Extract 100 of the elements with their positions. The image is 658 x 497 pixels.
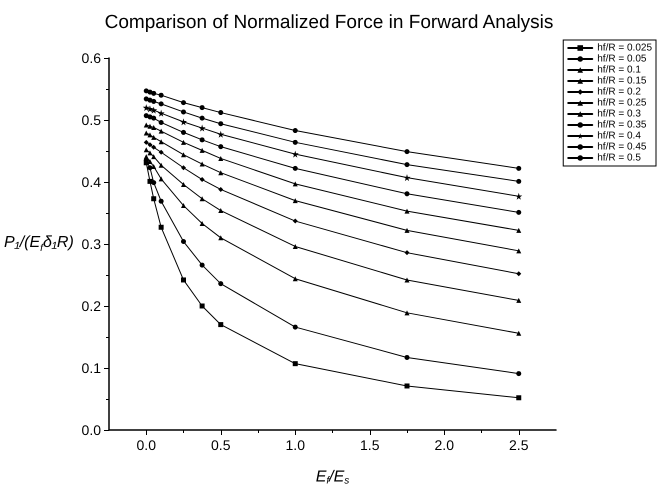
point xyxy=(158,120,164,125)
legend-label: hf/R = 0.05 xyxy=(597,54,647,64)
x-tick-label: 2.0 xyxy=(434,437,454,453)
point xyxy=(218,110,224,116)
point xyxy=(218,170,224,176)
point xyxy=(292,150,299,158)
x-tick-label: 1.0 xyxy=(286,437,306,453)
point xyxy=(144,122,149,128)
point xyxy=(218,208,224,214)
point xyxy=(218,121,224,126)
point xyxy=(404,354,410,360)
x-tick-label: 1.5 xyxy=(360,437,380,453)
point xyxy=(151,124,156,130)
point xyxy=(181,152,186,158)
point xyxy=(158,162,164,168)
legend-label: hf/R = 0.25 xyxy=(597,98,647,108)
legend-label: hf/R = 0.025 xyxy=(597,42,652,54)
point xyxy=(218,144,224,150)
point xyxy=(158,128,164,134)
point xyxy=(515,192,522,200)
y-tick-label: 0.4 xyxy=(82,174,102,190)
y-tick-label: 0.0 xyxy=(82,422,102,438)
point xyxy=(158,224,164,230)
point xyxy=(404,250,410,256)
point xyxy=(181,239,186,244)
point xyxy=(218,186,224,192)
point xyxy=(404,310,410,316)
legend-label: hf/R = 0.5 xyxy=(597,152,642,164)
legend-label: hf/R = 0.3 xyxy=(597,108,642,120)
y-tick-label: 0.5 xyxy=(82,112,102,128)
legend-label: hf/R = 0.1 xyxy=(597,64,642,76)
legend-label: hf/R = 0.4 xyxy=(597,130,642,142)
point xyxy=(516,228,522,233)
point xyxy=(142,104,150,112)
point xyxy=(151,144,156,150)
point xyxy=(404,162,410,168)
point xyxy=(404,191,410,196)
point xyxy=(404,174,410,182)
point xyxy=(151,90,156,96)
point xyxy=(200,137,205,142)
x-tick-label: 0.0 xyxy=(136,437,156,453)
point xyxy=(218,281,224,286)
point xyxy=(158,150,164,155)
point xyxy=(404,228,410,233)
point xyxy=(200,162,205,167)
point xyxy=(218,235,224,240)
point xyxy=(292,128,298,134)
point xyxy=(292,324,298,330)
point xyxy=(516,166,522,171)
point xyxy=(200,116,205,121)
legend-label: hf/R = 0.15 xyxy=(597,76,647,86)
point xyxy=(158,139,164,144)
point xyxy=(200,148,205,153)
point xyxy=(198,124,206,132)
point xyxy=(147,124,152,129)
point xyxy=(292,218,298,224)
point xyxy=(404,208,410,214)
point xyxy=(200,304,205,308)
y-tick-label: 0.6 xyxy=(82,50,102,66)
point xyxy=(516,298,522,303)
point xyxy=(144,147,149,152)
point xyxy=(218,156,224,161)
y-axis-title: P₁/(E$_{f}$δ₁R) xyxy=(4,234,74,254)
point xyxy=(292,276,298,282)
y-tick-label: 0.1 xyxy=(82,360,102,376)
point xyxy=(147,132,152,138)
point xyxy=(151,98,156,104)
point xyxy=(151,154,156,160)
point xyxy=(516,395,522,400)
point xyxy=(217,130,224,138)
point xyxy=(516,330,522,336)
point xyxy=(292,198,298,204)
point xyxy=(181,130,186,135)
point xyxy=(144,154,149,160)
point xyxy=(151,180,156,186)
point xyxy=(147,150,152,156)
point xyxy=(150,106,158,114)
point xyxy=(200,262,205,268)
point xyxy=(181,140,186,145)
point xyxy=(151,134,156,140)
point xyxy=(292,181,298,186)
y-tick-label: 0.3 xyxy=(82,236,102,252)
point xyxy=(516,271,522,276)
point xyxy=(292,361,298,366)
point xyxy=(147,142,152,148)
point xyxy=(516,210,522,215)
point xyxy=(181,277,186,282)
point xyxy=(218,322,224,328)
point xyxy=(200,221,205,226)
point xyxy=(158,176,164,182)
point xyxy=(158,92,164,98)
point xyxy=(181,203,186,208)
chart-title: Comparison of Normalized Force in Forward Analysis xyxy=(104,12,554,33)
y-tick-label: 0.2 xyxy=(82,298,102,314)
point xyxy=(200,177,205,182)
point xyxy=(158,198,164,204)
point xyxy=(404,277,410,282)
point xyxy=(516,248,522,254)
point xyxy=(181,182,186,187)
point xyxy=(144,140,149,145)
